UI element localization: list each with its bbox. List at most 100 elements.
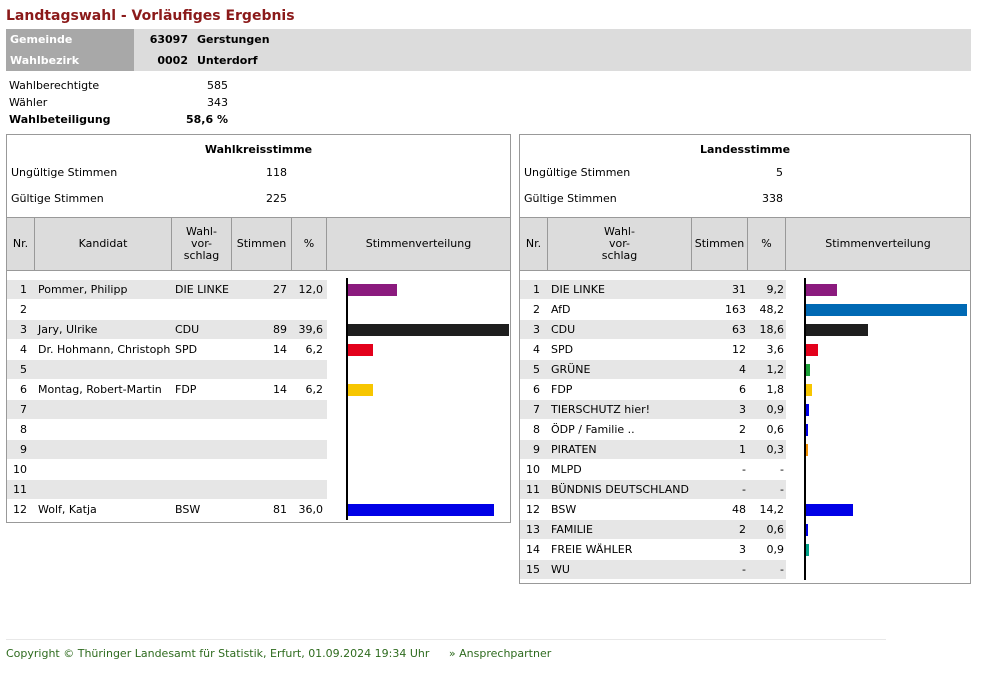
- cell-stimmen: 2: [739, 523, 746, 536]
- cell-stimmen: 6: [739, 383, 746, 396]
- table-row: 2: [7, 300, 346, 320]
- cell-nr: 15: [526, 563, 540, 576]
- table-row: 9 PIRATEN 1 0,3: [520, 440, 804, 460]
- chart-axis: [346, 278, 348, 520]
- cell-nr: 8: [533, 423, 540, 436]
- ls-gueltig-label: Gültige Stimmen: [524, 192, 617, 205]
- stat-value: 343: [207, 96, 228, 109]
- gemeinde-nr: 63097: [149, 33, 188, 46]
- table-row: 10: [7, 460, 346, 480]
- cell-stimmen: -: [742, 563, 746, 576]
- cell-pct: 0,9: [766, 543, 785, 556]
- wahlbezirk-nr: 0002: [157, 54, 188, 67]
- column-header-pct: %: [748, 218, 786, 270]
- wahlbezirk-name: Unterdorf: [197, 54, 258, 67]
- cell-pct: 39,6: [298, 323, 324, 336]
- cell-pct: 1,8: [766, 383, 785, 396]
- cell-pct: 12,0: [298, 283, 324, 296]
- cell-stimmen: 3: [739, 403, 746, 416]
- table-row: 6 Montag, Robert-Martin FDP 14 6,2: [7, 380, 346, 400]
- cell-nr: 6: [533, 383, 540, 396]
- stat-label: Wahlberechtigte: [9, 79, 100, 92]
- cell-pct: 0,6: [766, 523, 785, 536]
- copyright-text: Copyright © Thüringer Landesamt für Stat…: [6, 647, 430, 660]
- cell-partei: CDU: [175, 323, 200, 336]
- cell-partei: BSW: [175, 503, 201, 516]
- table-row: 13 FAMILIE 2 0,6: [520, 520, 804, 540]
- table-row: 5 GRÜNE 4 1,2: [520, 360, 804, 380]
- stat-label: Wähler: [9, 96, 48, 109]
- row-background: [520, 320, 786, 339]
- table-row: 1 Pommer, Philipp DIE LINKE 27 12,0: [7, 280, 346, 300]
- cell-partei: ÖDP / Familie ..: [551, 423, 635, 436]
- vote-bar: [806, 304, 967, 316]
- row-background: [7, 320, 327, 339]
- row-background: [520, 400, 786, 419]
- landesstimme-panel: Landesstimme Ungültige Stimmen 5 Gültige…: [519, 134, 971, 584]
- cell-partei: BSW: [551, 503, 577, 516]
- footer-divider: [6, 639, 886, 640]
- ls-table-header: Nr. Wahl-vor-schlag Stimmen% Stimmenverteil…: [520, 217, 970, 271]
- ansprechpartner-link[interactable]: » Ansprechpartner: [448, 647, 552, 660]
- cell-stimmen: -: [742, 483, 746, 496]
- cell-nr: 11: [13, 483, 27, 496]
- cell-pct: 3,6: [766, 343, 785, 356]
- cell-pct: 1,2: [766, 363, 785, 376]
- column-header-pct: %: [292, 218, 327, 270]
- row-background: [7, 280, 327, 299]
- table-row: 6 FDP 6 1,8: [520, 380, 804, 400]
- cell-nr: 5: [533, 363, 540, 376]
- table-row: 15 WU - -: [520, 560, 804, 580]
- column-header-nr: Nr.: [520, 218, 548, 270]
- cell-partei: FDP: [175, 383, 197, 396]
- ls-ungueltig-value: 5: [776, 166, 783, 179]
- stat-value: 585: [207, 79, 228, 92]
- wks-table-header: Nr. Kandidat Wahl-vor-schlag Stimmen% Stimme…: [7, 217, 510, 271]
- cell-nr: 1: [533, 283, 540, 296]
- cell-stimmen: 48: [732, 503, 746, 516]
- cell-partei: DIE LINKE: [175, 283, 229, 296]
- cell-nr: 6: [20, 383, 27, 396]
- wahlbezirk-label: Wahlbezirk: [6, 50, 134, 71]
- cell-kandidat: Montag, Robert-Martin: [38, 383, 162, 396]
- cell-pct: 0,9: [766, 403, 785, 416]
- cell-nr: 10: [526, 463, 540, 476]
- table-row: 12 Wolf, Katja BSW 81 36,0: [7, 500, 346, 520]
- vote-bar: [806, 284, 837, 296]
- vote-bar: [806, 424, 808, 436]
- row-background: [520, 360, 786, 379]
- table-row: 7: [7, 400, 346, 420]
- wahlkreisstimme-title: Wahlkreisstimme: [204, 143, 313, 156]
- cell-nr: 4: [533, 343, 540, 356]
- vote-bar: [806, 544, 809, 556]
- column-header-nr: Nr.: [7, 218, 35, 270]
- gemeinde-label: Gemeinde: [6, 29, 134, 50]
- page-title: Landtagswahl - Vorläufiges Ergebnis: [6, 8, 295, 24]
- cell-nr: 14: [526, 543, 540, 556]
- cell-nr: 3: [20, 323, 27, 336]
- cell-pct: 9,2: [766, 283, 785, 296]
- cell-stimmen: 81: [273, 503, 287, 516]
- cell-nr: 9: [533, 443, 540, 456]
- table-row: 8: [7, 420, 346, 440]
- cell-kandidat: Dr. Hohmann, Christoph: [38, 343, 171, 356]
- cell-stimmen: 1: [739, 443, 746, 456]
- table-row: 10 MLPD - -: [520, 460, 804, 480]
- cell-pct: 18,6: [759, 323, 785, 336]
- cell-nr: 10: [13, 463, 27, 476]
- cell-stimmen: 163: [725, 303, 746, 316]
- vote-bar: [806, 324, 869, 336]
- column-header-stimmen: Stimmen: [692, 218, 748, 270]
- cell-nr: 4: [20, 343, 27, 356]
- cell-pct: 0,3: [766, 443, 785, 456]
- row-background: [7, 360, 327, 379]
- cell-kandidat: Wolf, Katja: [38, 503, 97, 516]
- cell-nr: 1: [20, 283, 27, 296]
- table-row: 14 FREIE WÄHLER 3 0,9: [520, 540, 804, 560]
- footer: Copyright © Thüringer Landesamt für Stat…: [6, 647, 551, 660]
- vote-bar: [348, 384, 374, 396]
- cell-stimmen: 63: [732, 323, 746, 336]
- cell-nr: 5: [20, 363, 27, 376]
- cell-nr: 2: [20, 303, 27, 316]
- stat-label: Wahlbeteiligung: [9, 113, 111, 126]
